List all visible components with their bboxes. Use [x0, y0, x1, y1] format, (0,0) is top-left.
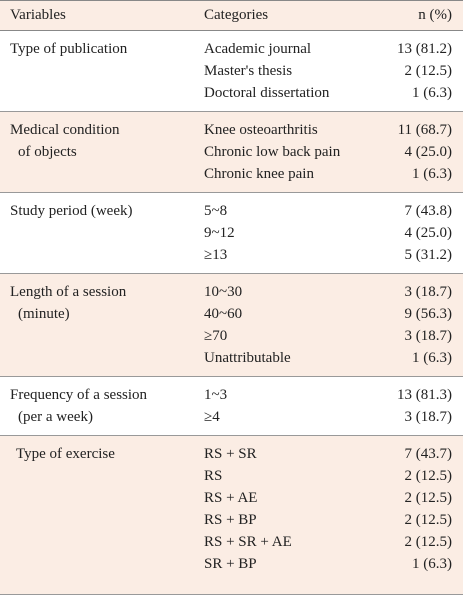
variable-label: Type of exercise [16, 446, 115, 462]
category-cell: 10~30 [204, 284, 243, 300]
count-cell: 2 (12.5) [404, 490, 453, 506]
variable-label: Frequency of a session [10, 387, 148, 403]
count-cell: 13 (81.2) [397, 41, 452, 57]
count-cell: 5 (31.2) [404, 247, 453, 263]
category-cell: 40~60 [204, 306, 243, 322]
header-row: Variables Categories n (%) [0, 1, 463, 31]
count-cell: 2 (12.5) [404, 512, 453, 528]
count-cell: 4 (25.0) [404, 144, 453, 160]
row-group: Type of exercise RS + SR 7 (43.7) RS 2 (12.5… [0, 436, 463, 595]
category-cell: Doctoral dissertation [204, 85, 330, 101]
category-cell: SR + BP [204, 556, 257, 572]
count-cell: 7 (43.7) [404, 446, 453, 462]
category-cell: ≥70 [204, 328, 228, 344]
count-cell: 2 (12.5) [404, 468, 453, 484]
category-cell: Master's thesis [204, 63, 293, 79]
variable-label: Type of publication [10, 41, 128, 57]
category-cell: 9~12 [204, 225, 235, 241]
category-cell: Chronic knee pain [204, 166, 314, 182]
variable-label: (minute) [18, 306, 70, 322]
count-cell: 1 (6.3) [412, 350, 452, 366]
count-cell: 1 (6.3) [412, 85, 452, 101]
category-cell: RS [204, 468, 223, 484]
count-cell: 3 (18.7) [404, 284, 453, 300]
category-cell: RS + AE [204, 490, 258, 506]
category-cell: Academic journal [204, 41, 312, 57]
header-cell: Variables [10, 7, 66, 23]
category-cell: RS + SR [204, 446, 257, 462]
row-group: Length of a session (minute) 10~30 3 (18.7)… [0, 274, 463, 377]
variable-label: Medical condition [10, 122, 120, 138]
category-cell: Unattributable [204, 350, 291, 366]
variable-label: of objects [18, 144, 77, 160]
category-cell: 1~3 [204, 387, 228, 403]
variable-label: (per a week) [18, 409, 93, 425]
category-cell: ≥13 [204, 247, 228, 263]
count-cell: 2 (12.5) [404, 534, 453, 550]
count-cell: 9 (56.3) [404, 306, 453, 322]
count-cell: 3 (18.7) [404, 328, 453, 344]
category-cell: Knee osteoarthritis [204, 122, 318, 138]
category-cell: 5~8 [204, 203, 228, 219]
count-cell: 13 (81.3) [397, 387, 452, 403]
category-cell: Chronic low back pain [204, 144, 341, 160]
variable-label: Length of a session [10, 284, 127, 300]
count-cell: 4 (25.0) [404, 225, 453, 241]
category-cell: RS + SR + AE [204, 534, 292, 550]
count-cell: 7 (43.8) [404, 203, 453, 219]
count-cell: 3 (18.7) [404, 409, 453, 425]
count-cell: 1 (6.3) [412, 166, 452, 182]
variable-label: Study period (week) [10, 203, 133, 219]
row-group: Type of publication Academic journal 13 (8… [0, 31, 463, 112]
category-cell: RS + BP [204, 512, 257, 528]
count-cell: 11 (68.7) [397, 122, 452, 138]
category-cell: ≥4 [204, 409, 220, 425]
header-cell: Categories [204, 7, 269, 23]
row-group: Medical condition of objects Knee osteoart… [0, 112, 463, 193]
count-cell: 1 (6.3) [412, 556, 452, 572]
header-cell: n (%) [418, 7, 452, 23]
row-group: Study period (week) 5~8 7 (43.8) 9~12 4 (25.… [0, 193, 463, 274]
row-group: Frequency of a session (per a week) 1~3 13 … [0, 377, 463, 436]
count-cell: 2 (12.5) [404, 63, 453, 79]
